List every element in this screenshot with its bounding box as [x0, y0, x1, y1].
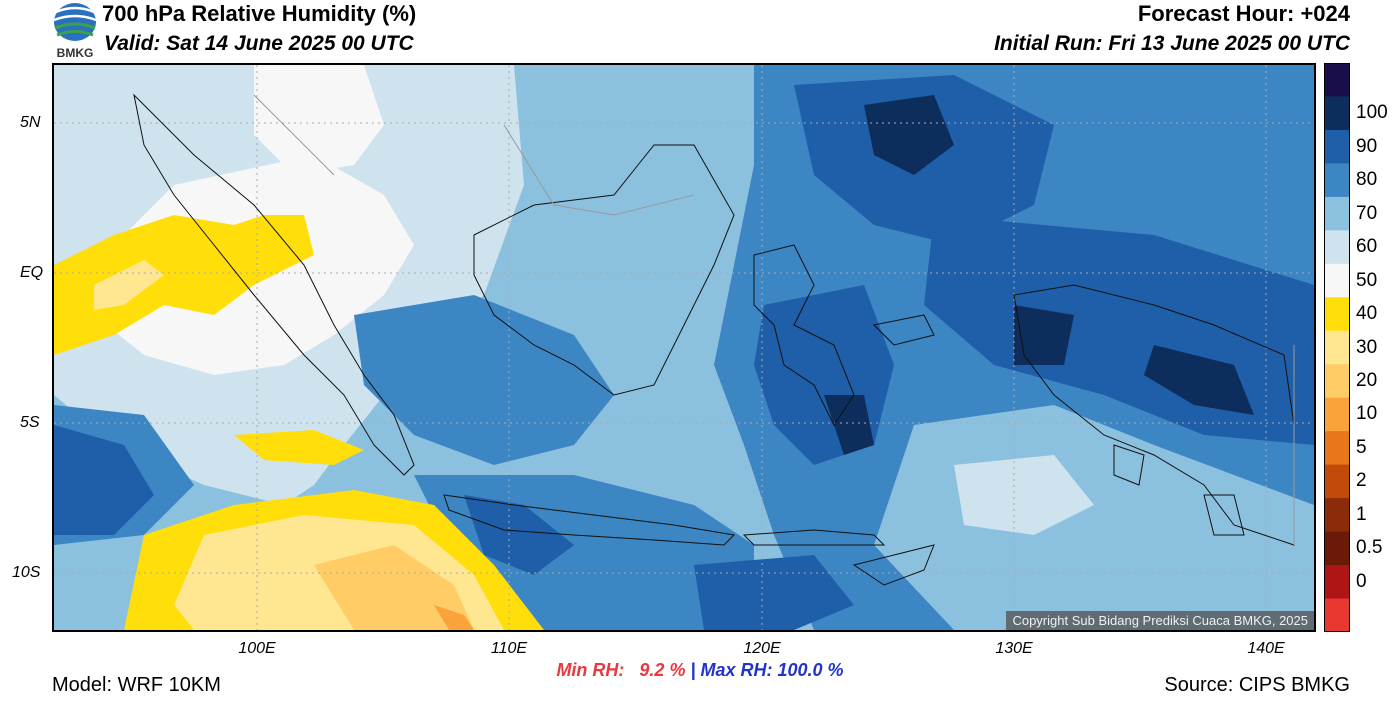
- colorbar-swatch: [1324, 364, 1350, 399]
- rh-contour-dark: [464, 495, 574, 575]
- rh-contour-yellow: [54, 215, 314, 355]
- rh-contour-core: [1144, 345, 1254, 415]
- rh-contour-core: [824, 395, 874, 455]
- colorbar-label: 5: [1356, 436, 1367, 458]
- map-title: 700 hPa Relative Humidity (%): [102, 1, 417, 26]
- lat-label: 10S: [12, 564, 41, 581]
- colorbar-label: 1: [1356, 503, 1367, 525]
- rh-contour-paleyellow: [94, 260, 164, 310]
- lat-label: 5S: [20, 414, 40, 431]
- lon-label: 110E: [490, 640, 528, 657]
- copyright-notice: Copyright Sub Bidang Prediksi Cuaca BMKG…: [1006, 611, 1314, 630]
- rh-contour-light: [954, 455, 1094, 535]
- colorbar-swatch: [1324, 531, 1350, 566]
- rh-contour-dark: [694, 555, 854, 630]
- colorbar-swatch: [1324, 464, 1350, 499]
- lon-label: 100E: [238, 640, 276, 657]
- colorbar-label: 40: [1356, 303, 1378, 325]
- colorbar-label: 50: [1356, 269, 1378, 291]
- borders: [253, 94, 1295, 545]
- rh-contour-yellow: [234, 430, 364, 465]
- rh-stats: Min RH: 9.2 % | Max RH: 100.0 %: [0, 660, 1400, 681]
- colorbar-swatch: [1324, 63, 1350, 97]
- model-label: Model: WRF 10KM: [52, 674, 221, 696]
- colorbar-label: 10: [1356, 403, 1378, 425]
- colorbar-swatch: [1324, 397, 1350, 432]
- rh-contour-core: [864, 95, 954, 175]
- lon-label: 130E: [995, 640, 1033, 657]
- rh-contour-dark: [54, 425, 154, 535]
- rh-contour-deeporange: [434, 605, 474, 630]
- colorbar-label: 90: [1356, 135, 1378, 157]
- coastlines: [133, 93, 1295, 586]
- source-label: Source: CIPS BMKG: [1164, 674, 1350, 696]
- colorbar-label: 60: [1356, 236, 1378, 258]
- colorbar-label: 20: [1356, 369, 1378, 391]
- colorbar-swatch: [1324, 598, 1350, 632]
- colorbar-label: 30: [1356, 336, 1378, 358]
- rh-contour-core: [1014, 305, 1074, 365]
- colorbar-label: 100: [1356, 102, 1388, 124]
- colorbar-swatch: [1324, 196, 1350, 231]
- colorbar-swatch: [1324, 330, 1350, 365]
- colorbar-label: 0: [1356, 570, 1367, 592]
- colorbar-frame: [1324, 63, 1350, 632]
- rh-contour-blue: [354, 295, 614, 465]
- colorbar-label: 0.5: [1356, 537, 1383, 559]
- colorbar-swatch: [1324, 565, 1350, 600]
- valid-time: Valid: Sat 14 June 2025 00 UTC: [104, 32, 414, 55]
- rh-contour-white: [254, 65, 384, 175]
- colorbar: [1324, 63, 1350, 632]
- stats-separator: |: [685, 660, 701, 680]
- min-rh: Min RH: 9.2 %: [556, 660, 686, 680]
- lat-label: 5N: [20, 114, 41, 131]
- lat-label: EQ: [20, 264, 44, 281]
- forecast-hour: Forecast Hour: +024: [1137, 1, 1350, 26]
- colorbar-swatch: [1324, 431, 1350, 466]
- rh-contour-orange: [314, 545, 474, 630]
- lon-label: 120E: [743, 640, 781, 657]
- max-rh: Max RH: 100.0 %: [700, 660, 844, 680]
- colorbar-swatch: [1324, 129, 1350, 164]
- logo-text: BMKG: [57, 46, 94, 60]
- humidity-map: [52, 63, 1316, 632]
- colorbar-swatch: [1324, 498, 1350, 533]
- colorbar-label: 80: [1356, 169, 1378, 191]
- colorbar-swatch: [1324, 263, 1350, 298]
- colorbar-label: 2: [1356, 470, 1367, 492]
- colorbar-swatch: [1324, 230, 1350, 265]
- colorbar-swatch: [1324, 297, 1350, 332]
- rh-contour-light: [874, 405, 1314, 630]
- colorbar-swatch: [1324, 163, 1350, 198]
- colorbar-swatch: [1324, 96, 1350, 131]
- colorbar-label: 70: [1356, 202, 1378, 224]
- bmkg-logo-icon: BMKG: [50, 0, 100, 60]
- lon-label: 140E: [1247, 640, 1285, 657]
- initial-run: Initial Run: Fri 13 June 2025 00 UTC: [994, 32, 1350, 55]
